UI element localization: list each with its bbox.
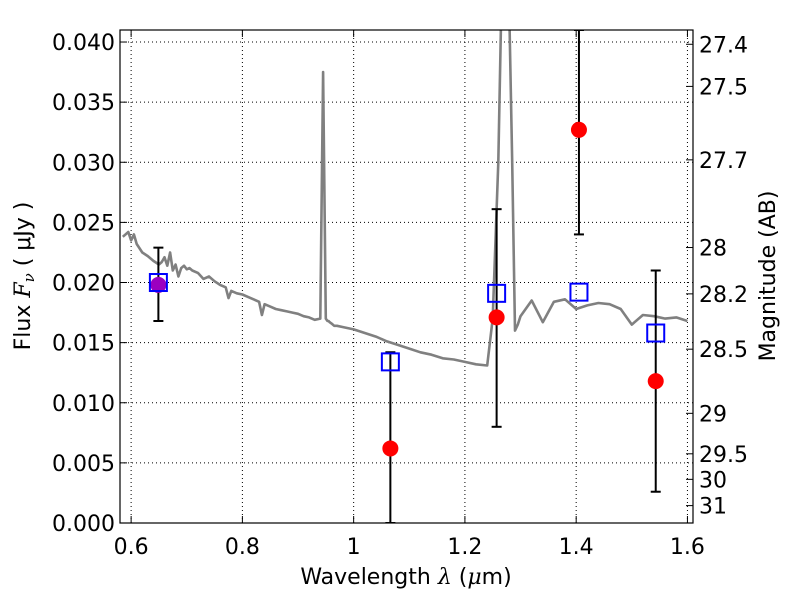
x-tick-label: 1.4 [559,535,594,560]
y-tick-label: 0.000 [52,512,115,537]
y2-tick-label: 29 [699,402,727,427]
plot-frame [119,29,694,524]
y2-tick-label: 27.4 [699,33,748,58]
plot-area [121,30,688,523]
y2-tick-label: 27.7 [699,149,748,174]
observed-point [647,373,664,390]
y-tick-label: 0.015 [52,332,115,357]
y-tick-label: 0.010 [52,392,115,417]
synthetic-point [569,282,589,302]
x-tick-label: 1.2 [447,535,482,560]
y-axis-label: Flux Fν ( μJy ) [11,202,38,351]
x-axis-label: Wavelength λ (μm) [300,565,511,590]
y-tick-label: 0.025 [52,211,115,236]
synthetic-point [380,352,400,372]
y-tick-label: 0.040 [52,31,115,56]
observed-point [382,440,399,457]
y2-tick-label: 29.5 [699,443,748,468]
y2-tick-label: 28.5 [699,338,748,363]
y2-tick-label: 30 [699,468,727,493]
x-tick-label: 1.6 [670,535,705,560]
observed-point [150,276,167,293]
y2-tick-label: 28 [699,237,727,262]
y-tick-label: 0.030 [52,151,115,176]
x-tick-label: 0.6 [114,535,149,560]
ticks: 0.6 0.8 1 1.2 1.4 1.6 0.000 0.005 0.010 0.015 0.02… [52,30,748,560]
synthetic-point [487,283,507,303]
observed-point [570,121,587,138]
synthetic-point [148,273,168,293]
observed-point [488,309,505,326]
y2-tick-label: 27.5 [699,75,748,100]
y2-tick-label: 31 [699,495,727,520]
x-tick-label: 1 [347,535,361,560]
y-tick-label: 0.005 [52,452,115,477]
synthetic-point [646,323,666,343]
model-spectrum-line [121,30,688,367]
y2-axis-label: Magnitude (AB) [756,191,781,362]
x-tick-label: 0.8 [225,535,260,560]
y2-tick-label: 28.2 [699,283,748,308]
y-tick-label: 0.020 [52,272,115,297]
y-tick-label: 0.035 [52,91,115,116]
